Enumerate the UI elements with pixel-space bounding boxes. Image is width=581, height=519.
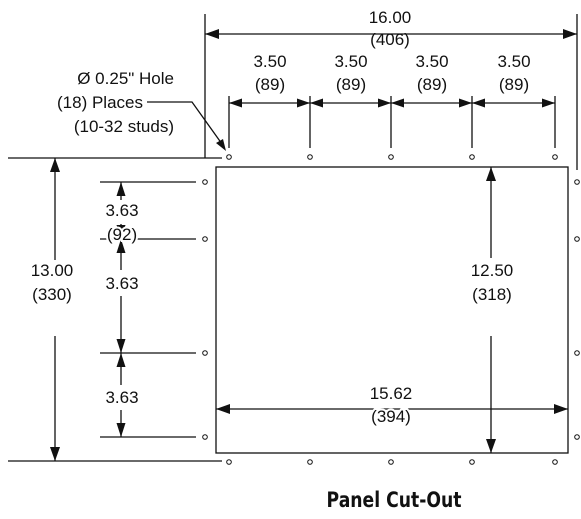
cutout-height-mm: (318) xyxy=(472,285,512,304)
mounting-holes xyxy=(202,154,580,465)
vertical-spacing-2-inches: 3.63 xyxy=(105,274,138,293)
mounting-hole xyxy=(574,179,580,185)
stud-spacing-3-mm: (89) xyxy=(417,75,447,94)
overall-width-inches: 16.00 xyxy=(369,8,412,27)
mounting-hole xyxy=(388,459,394,465)
arrow-up xyxy=(486,167,496,181)
arrow-up xyxy=(50,158,60,172)
cutout-width-mm: (394) xyxy=(371,407,411,426)
arrow-right xyxy=(554,404,568,414)
stud-spacing-1-inches: 3.50 xyxy=(253,52,286,71)
mounting-hole xyxy=(552,154,558,160)
vertical-spacing-1-mm: (92) xyxy=(107,225,137,244)
mounting-hole xyxy=(574,350,580,356)
arrow xyxy=(459,98,472,108)
arrow xyxy=(116,239,126,253)
mounting-hole xyxy=(307,459,313,465)
mounting-hole xyxy=(202,179,208,185)
arrow xyxy=(391,98,404,108)
mounting-hole xyxy=(388,154,394,160)
hole-leader-arrow xyxy=(216,139,226,151)
mounting-hole xyxy=(202,350,208,356)
mounting-hole xyxy=(574,434,580,440)
stud-spacing-2-mm: (89) xyxy=(336,75,366,94)
vertical-spacing-3-inches: 3.63 xyxy=(105,388,138,407)
stud-spacing-dimensions: 3.50 (89) 3.50 (89) 3.50 (89) 3.50 (89) xyxy=(228,52,556,148)
arrow xyxy=(472,98,485,108)
overall-height-mm: (330) xyxy=(32,285,72,304)
arrow xyxy=(297,98,310,108)
overall-width-mm: (406) xyxy=(370,30,410,49)
arrow-left xyxy=(216,404,230,414)
stud-spacing-4-mm: (89) xyxy=(499,75,529,94)
arrow xyxy=(116,353,126,367)
hole-leader-line xyxy=(147,101,223,145)
overall-width-dimension: 16.00 (406) xyxy=(204,8,578,170)
arrow xyxy=(229,98,242,108)
mounting-hole xyxy=(307,154,313,160)
stud-spacing-3-inches: 3.50 xyxy=(415,52,448,71)
mounting-hole xyxy=(469,154,475,160)
arrow xyxy=(116,182,126,196)
arrow xyxy=(116,423,126,437)
arrow xyxy=(116,225,126,239)
mounting-hole xyxy=(552,459,558,465)
arrow xyxy=(542,98,555,108)
cutout-height-dimension: 12.50 (318) xyxy=(471,167,514,453)
cutout-width-dimension: 15.62 (394) xyxy=(216,383,568,428)
hole-note-line-2: (18) Places xyxy=(57,93,143,112)
panel-cutout-outline xyxy=(215,166,569,454)
arrow xyxy=(310,98,323,108)
mounting-hole xyxy=(226,154,232,160)
diagram-title: Panel Cut-Out xyxy=(327,487,462,512)
arrow-left xyxy=(205,29,219,39)
arrow xyxy=(378,98,391,108)
arrow-down xyxy=(50,447,60,461)
cutout-width-inches: 15.62 xyxy=(370,384,413,403)
cutout-height-inches: 12.50 xyxy=(471,261,514,280)
mounting-hole xyxy=(469,459,475,465)
mounting-hole xyxy=(574,236,580,242)
stud-spacing-2-inches: 3.50 xyxy=(334,52,367,71)
hole-note-line-3: (10-32 studs) xyxy=(74,117,174,136)
arrow xyxy=(116,339,126,353)
overall-height-inches: 13.00 xyxy=(31,261,74,280)
stud-spacing-1-mm: (89) xyxy=(255,75,285,94)
hole-callout: Ø 0.25" Hole (18) Places (10-32 studs) xyxy=(57,69,226,151)
vertical-spacing-dimensions: 3.63 (92) 3.63 3.63 xyxy=(100,181,196,438)
label-background xyxy=(355,383,427,403)
vertical-spacing-1-inches: 3.63 xyxy=(105,201,138,220)
overall-height-dimension: 13.00 (330) xyxy=(8,157,222,462)
mounting-hole xyxy=(202,434,208,440)
arrow-down xyxy=(486,439,496,453)
arrow-right xyxy=(563,29,577,39)
mounting-hole xyxy=(226,459,232,465)
mounting-hole xyxy=(202,236,208,242)
stud-spacing-4-inches: 3.50 xyxy=(497,52,530,71)
hole-note-line-1: Ø 0.25" Hole xyxy=(77,69,174,88)
